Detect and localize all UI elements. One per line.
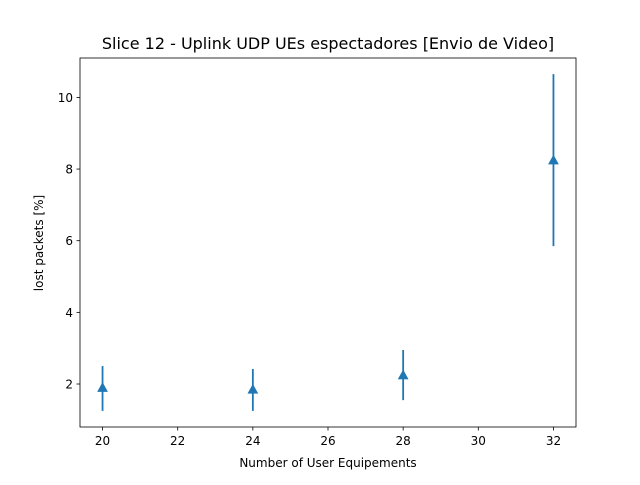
x-tick-label: 28 — [396, 434, 411, 448]
x-tick-label: 22 — [170, 434, 185, 448]
data-point — [97, 382, 108, 392]
data-point — [548, 154, 559, 165]
x-axis-label: Number of User Equipements — [239, 456, 416, 470]
y-tick-label: 4 — [65, 306, 73, 320]
y-tick-label: 6 — [65, 234, 73, 248]
y-tick-label: 8 — [65, 163, 73, 177]
x-tick-label: 32 — [546, 434, 561, 448]
x-tick-label: 24 — [245, 434, 260, 448]
x-tick-label: 26 — [320, 434, 335, 448]
x-tick-label: 30 — [471, 434, 486, 448]
data-point — [247, 383, 259, 394]
x-tick-label: 20 — [95, 434, 110, 448]
y-tick-label: 10 — [58, 91, 73, 105]
chart-title: Slice 12 - Uplink UDP UEs espectadores [… — [102, 34, 554, 53]
data-point — [397, 369, 409, 380]
y-axis-label: lost packets [%] — [32, 195, 46, 291]
y-tick-label: 2 — [65, 378, 73, 392]
